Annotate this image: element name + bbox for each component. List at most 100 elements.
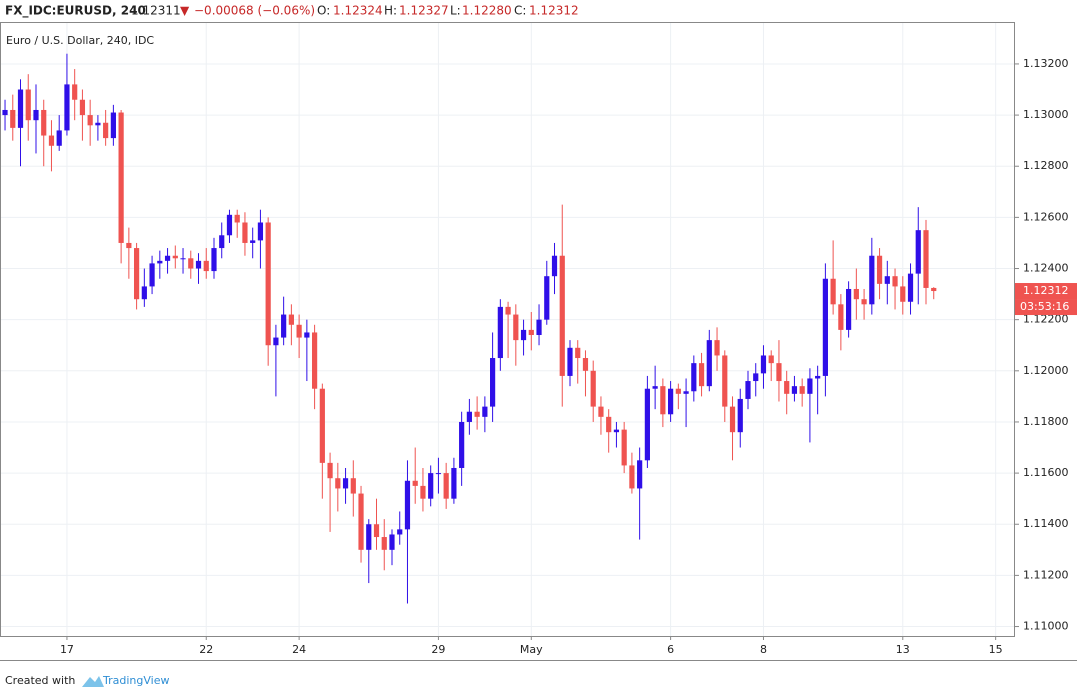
candle-body: [520, 329, 527, 341]
candle-body: [838, 304, 844, 330]
candle-body: [335, 478, 341, 489]
candle-body: [296, 324, 302, 338]
y-tick-label: 1.12200: [1023, 313, 1069, 326]
candle-body: [722, 355, 728, 407]
candle-body: [528, 329, 534, 336]
candle-body: [931, 287, 937, 292]
y-tick-label: 1.11600: [1023, 466, 1069, 479]
candle-body: [768, 355, 774, 364]
x-tick-label: 8: [760, 643, 767, 656]
x-tick-label: 29: [431, 643, 445, 656]
low-label: L:: [450, 4, 461, 18]
candle-body: [923, 230, 929, 288]
candle-body: [660, 386, 666, 415]
candle-body: [366, 524, 372, 550]
y-tick-label: 1.12600: [1023, 210, 1069, 223]
candle-body: [598, 406, 604, 417]
candle-body: [56, 130, 62, 146]
candle-body: [17, 89, 24, 128]
price-label: 1.12312: [1023, 284, 1069, 297]
last-price: 1.12311: [131, 4, 181, 18]
open-label: O:: [317, 4, 330, 18]
y-tick-label: 1.11400: [1023, 517, 1069, 530]
footer-created: Created with: [5, 674, 75, 687]
symbol: FX_IDC:EURUSD, 240: [5, 4, 146, 19]
candle-body: [590, 370, 596, 407]
header: FX_IDC:EURUSD, 240 1.12311 ▼ −0.00068 (−…: [5, 4, 579, 19]
candle-body: [698, 363, 705, 387]
candle-body: [25, 89, 31, 121]
low-value: 1.12280: [462, 4, 512, 18]
candle-body: [141, 286, 147, 300]
candle-body: [95, 122, 101, 126]
candle-body: [133, 248, 140, 300]
candle-body: [652, 386, 658, 389]
candle-body: [830, 278, 836, 305]
candle-body: [621, 429, 627, 466]
candle-body: [281, 314, 287, 338]
candle-body: [412, 480, 418, 486]
candle-body: [103, 122, 109, 139]
candle-body: [714, 340, 720, 356]
candle-body: [892, 276, 898, 287]
candle-body: [443, 473, 449, 499]
candle-body: [304, 332, 310, 338]
candle-body: [637, 460, 643, 489]
high-value: 1.12327: [399, 4, 449, 18]
countdown-bg: [1015, 299, 1077, 316]
candle-body: [242, 222, 248, 243]
y-tick-label: 1.13200: [1023, 57, 1069, 70]
candle-body: [753, 373, 759, 382]
candle-body: [613, 429, 620, 433]
x-tick-label: 13: [896, 643, 910, 656]
candle-body: [807, 378, 813, 394]
x-tick-label: 24: [292, 643, 306, 656]
candle-body: [358, 493, 364, 550]
candle-body: [41, 109, 47, 136]
candle-body: [582, 358, 589, 371]
candle-body: [327, 462, 333, 479]
chart-title: Euro / U.S. Dollar, 240, IDC: [6, 34, 154, 47]
close-label: C:: [514, 4, 526, 18]
candle-body: [907, 273, 914, 302]
x-tick-label: 15: [989, 643, 1003, 656]
candle-body: [195, 260, 202, 269]
candle-body: [737, 398, 743, 433]
footer: Created with TradingView: [5, 674, 169, 687]
candle-body: [915, 230, 921, 274]
change: −0.00068 (−0.06%): [194, 4, 315, 18]
candle-body: [265, 222, 271, 346]
candle-body: [164, 255, 171, 261]
candle-body: [428, 473, 434, 499]
candle-body: [2, 109, 8, 116]
candle-body: [118, 112, 124, 243]
y-tick-label: 1.12800: [1023, 159, 1069, 172]
close-value: 1.12312: [529, 4, 579, 18]
x-tick-label: 22: [199, 643, 213, 656]
plot-border: [0, 22, 1015, 637]
candle-body: [126, 242, 132, 249]
candle-body: [10, 109, 16, 128]
candle-body: [381, 537, 387, 550]
candle-body: [729, 406, 736, 433]
candle-body: [544, 276, 550, 320]
x-tick-label: May: [520, 643, 543, 656]
candle-body: [64, 84, 70, 131]
candle-body: [559, 255, 565, 376]
candle-body: [799, 386, 805, 394]
footer-brand[interactable]: TradingView: [102, 674, 169, 687]
candle-body: [33, 109, 39, 121]
candle-body: [876, 255, 883, 284]
candle-body: [389, 534, 395, 550]
candle-body: [791, 386, 798, 394]
candle-body: [884, 276, 890, 284]
candle-body: [172, 255, 178, 259]
axes: 1.11000 1.11200 1.11400 1.11600 1.11800 1.120…: [60, 57, 1077, 656]
candle-body: [644, 388, 650, 461]
candle-body: [869, 255, 875, 305]
candle-body: [257, 222, 264, 241]
candles: [2, 53, 937, 604]
candle-body: [72, 84, 78, 100]
high-label: H:: [384, 4, 397, 18]
